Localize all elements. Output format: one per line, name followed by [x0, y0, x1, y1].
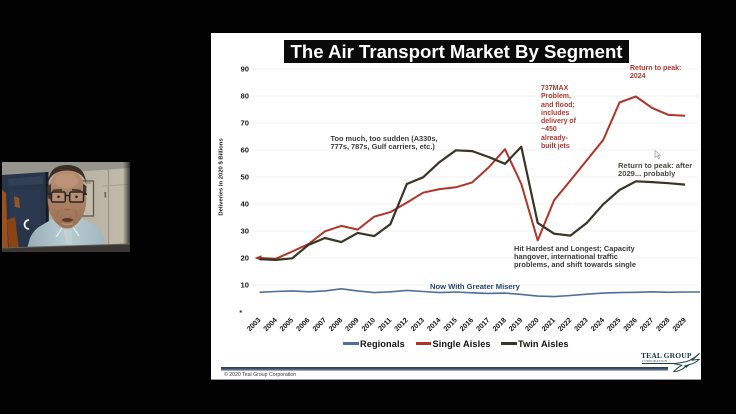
svg-text:40: 40	[241, 200, 249, 209]
svg-text:2020: 2020	[524, 316, 541, 333]
svg-text:2022: 2022	[556, 316, 573, 333]
svg-text:2028: 2028	[655, 316, 672, 333]
svg-text:50: 50	[241, 173, 249, 182]
svg-text:2007: 2007	[311, 316, 328, 333]
svg-text:2008: 2008	[327, 316, 344, 333]
svg-text:2023: 2023	[573, 316, 590, 333]
svg-text:2017: 2017	[475, 316, 492, 333]
svg-text:2011: 2011	[377, 316, 394, 333]
svg-text:80: 80	[241, 92, 249, 101]
svg-text:20: 20	[241, 254, 249, 263]
svg-text:90: 90	[241, 65, 249, 74]
svg-text:2004: 2004	[262, 316, 279, 333]
svg-text:70: 70	[241, 119, 249, 128]
svg-text:2029: 2029	[671, 316, 688, 333]
svg-text:2009: 2009	[344, 316, 361, 333]
svg-text:2012: 2012	[393, 316, 410, 333]
svg-text:10: 10	[241, 281, 249, 290]
svg-text:2027: 2027	[638, 316, 655, 333]
svg-text:Deliveries In 2020 $ Billions: Deliveries In 2020 $ Billions	[219, 138, 225, 216]
svg-text:2018: 2018	[491, 316, 508, 333]
svg-text:2019: 2019	[507, 316, 524, 333]
svg-text:2005: 2005	[278, 316, 295, 333]
svg-text:2015: 2015	[442, 316, 459, 333]
svg-text:2013: 2013	[409, 316, 426, 333]
svg-text:2016: 2016	[458, 316, 475, 333]
svg-text:2025: 2025	[606, 316, 623, 333]
svg-text:2010: 2010	[360, 316, 377, 333]
svg-text:2026: 2026	[622, 316, 639, 333]
svg-text:2024: 2024	[589, 316, 606, 333]
svg-text:2006: 2006	[295, 316, 312, 333]
svg-text:60: 60	[241, 146, 249, 155]
svg-text:2003: 2003	[246, 316, 263, 333]
svg-text:30: 30	[241, 227, 249, 236]
svg-text:2021: 2021	[540, 316, 557, 333]
svg-text:2014: 2014	[426, 316, 443, 333]
